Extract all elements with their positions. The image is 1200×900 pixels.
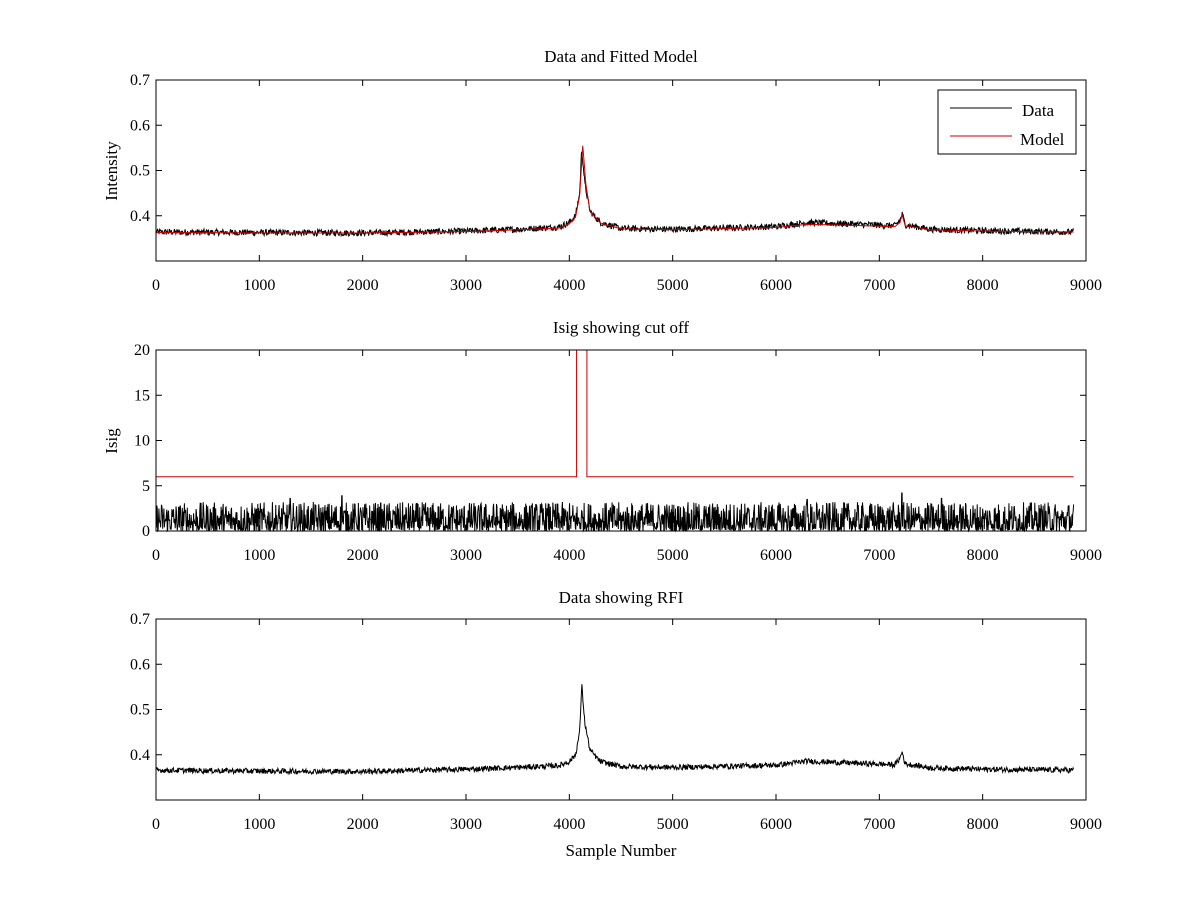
ticks-layer: 0 1000 2000 3000 4000 5000 6000 7000 8000 9000 0.4… bbox=[130, 72, 1102, 294]
x-tick-label: 5000 bbox=[657, 547, 689, 564]
x-axis-label: Sample Number bbox=[566, 841, 677, 860]
series-line-data bbox=[155, 151, 1075, 238]
series-layer bbox=[155, 684, 1075, 776]
x-tick-label: 0 bbox=[152, 277, 160, 294]
x-tick-label: 2000 bbox=[347, 816, 379, 833]
x-tick-label: 5000 bbox=[657, 277, 689, 294]
legend: Data Model bbox=[937, 89, 1077, 155]
x-tick-label: 1000 bbox=[243, 277, 275, 294]
axes-frame bbox=[155, 349, 1087, 532]
x-tick-label: 7000 bbox=[863, 547, 895, 564]
x-tick-label: 6000 bbox=[760, 547, 792, 564]
x-tick-label: 9000 bbox=[1070, 547, 1102, 564]
axes-frame bbox=[155, 618, 1087, 801]
y-tick-label: 0.7 bbox=[130, 72, 150, 89]
x-tick-label: 9000 bbox=[1070, 816, 1102, 833]
panel-title: Data and Fitted Model bbox=[544, 47, 698, 66]
x-tick-label: 3000 bbox=[450, 816, 482, 833]
y-tick-label: 0.4 bbox=[130, 208, 150, 225]
x-tick-label: 6000 bbox=[760, 277, 792, 294]
y-axis-label: Intensity bbox=[102, 141, 121, 201]
y-tick-label: 0.5 bbox=[130, 163, 150, 180]
y-tick-label: 10 bbox=[134, 433, 150, 450]
legend-box bbox=[937, 89, 1077, 155]
x-tick-label: 6000 bbox=[760, 816, 792, 833]
x-tick-label: 2000 bbox=[347, 277, 379, 294]
x-tick-label: 7000 bbox=[863, 277, 895, 294]
x-tick-label: 2000 bbox=[347, 547, 379, 564]
panel-title: Data showing RFI bbox=[559, 588, 684, 607]
x-tick-label: 0 bbox=[152, 547, 160, 564]
y-tick-label: 15 bbox=[134, 387, 150, 404]
legend-label-data: Data bbox=[1022, 101, 1055, 120]
y-tick-label: 0.4 bbox=[130, 747, 150, 764]
y-tick-label: 0 bbox=[142, 523, 150, 540]
x-tick-label: 8000 bbox=[967, 816, 999, 833]
x-tick-label: 3000 bbox=[450, 277, 482, 294]
x-tick-label: 1000 bbox=[243, 547, 275, 564]
legend-label-model: Model bbox=[1020, 130, 1065, 149]
x-tick-label: 7000 bbox=[863, 816, 895, 833]
panel-title: Isig showing cut off bbox=[553, 318, 689, 337]
x-tick-label: 9000 bbox=[1070, 277, 1102, 294]
x-tick-label: 4000 bbox=[553, 547, 585, 564]
series-line-model bbox=[155, 145, 1074, 234]
series-line-isig bbox=[155, 492, 1075, 533]
x-tick-label: 5000 bbox=[657, 816, 689, 833]
x-tick-label: 3000 bbox=[450, 547, 482, 564]
y-tick-label: 0.5 bbox=[130, 702, 150, 719]
panel-isig-showing-cut-off: Isig showing cut off Isig 0 1000 2000 3000 4… bbox=[102, 318, 1102, 564]
x-tick-label: 1000 bbox=[243, 816, 275, 833]
x-tick-label: 4000 bbox=[553, 816, 585, 833]
y-tick-label: 20 bbox=[134, 342, 150, 359]
x-tick-label: 8000 bbox=[967, 277, 999, 294]
series-layer bbox=[155, 145, 1075, 238]
y-axis-label: Isig bbox=[102, 428, 121, 454]
y-tick-label: 0.6 bbox=[130, 656, 150, 673]
y-tick-label: 5 bbox=[142, 478, 150, 495]
y-tick-label: 0.7 bbox=[130, 611, 150, 628]
series-line-data bbox=[155, 684, 1075, 776]
panel-data-showing-rfi: Data showing RFI 0 1000 2000 3000 4000 5000 60… bbox=[130, 588, 1102, 860]
y-tick-label: 0.6 bbox=[130, 117, 150, 134]
x-tick-label: 0 bbox=[152, 816, 160, 833]
x-tick-label: 4000 bbox=[553, 277, 585, 294]
axes-frame bbox=[155, 79, 1087, 262]
x-tick-label: 8000 bbox=[967, 547, 999, 564]
panel-data-and-fitted-model: Data and Fitted Model Intensity 0 1000 200… bbox=[102, 47, 1102, 294]
